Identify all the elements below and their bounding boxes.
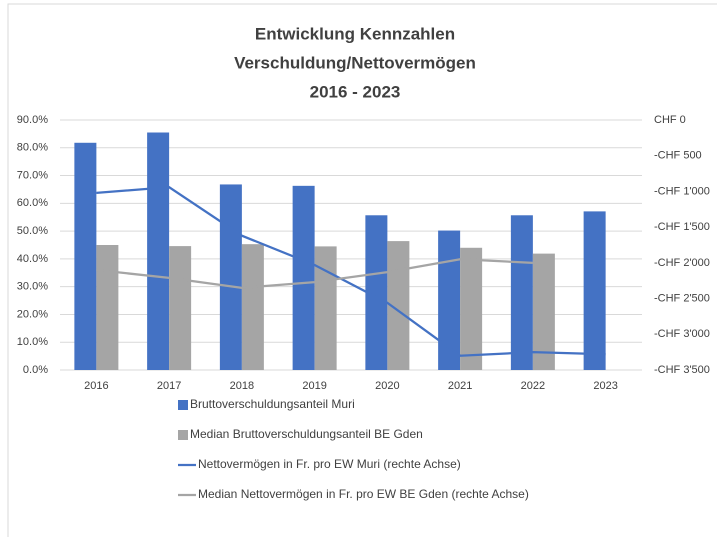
bar	[532, 253, 555, 370]
x-tick-label: 2016	[84, 380, 108, 392]
bar	[365, 215, 388, 370]
y-tick-label: 0.0%	[23, 364, 48, 376]
y-tick-label: 50.0%	[17, 225, 48, 237]
bar	[583, 211, 606, 370]
chart-title: 2016 - 2023	[310, 82, 401, 101]
x-tick-label: 2019	[302, 380, 326, 392]
bar	[314, 246, 337, 370]
legend-label: Bruttoverschuldungsanteil Muri	[190, 397, 355, 411]
legend-label: Nettovermögen in Fr. pro EW Muri (rechte…	[198, 457, 461, 471]
bar	[96, 245, 119, 370]
legend-label: Median Bruttoverschuldungsanteil BE Gden	[190, 427, 423, 441]
y2-tick-label: -CHF 3'000	[654, 328, 710, 340]
x-tick-label: 2018	[230, 380, 254, 392]
bar	[292, 185, 315, 370]
bar	[147, 132, 170, 370]
y-tick-label: 80.0%	[17, 142, 48, 154]
bar	[460, 247, 483, 370]
y-tick-label: 40.0%	[17, 253, 48, 265]
y2-tick-label: -CHF 2'500	[654, 292, 710, 304]
legend-swatch	[178, 430, 188, 440]
x-tick-label: 2022	[521, 380, 545, 392]
legend-label: Median Nettovermögen in Fr. pro EW BE Gd…	[198, 487, 529, 501]
y-tick-label: 30.0%	[17, 281, 48, 293]
bar	[74, 142, 97, 370]
bar	[241, 244, 264, 370]
y2-tick-label: -CHF 500	[654, 150, 702, 162]
line	[96, 185, 606, 357]
bar	[387, 241, 410, 370]
chart-title: Entwicklung Kennzahlen	[255, 24, 455, 43]
bar	[510, 215, 533, 370]
x-tick-label: 2021	[448, 380, 472, 392]
bar	[438, 230, 461, 370]
y-tick-label: 20.0%	[17, 308, 48, 320]
bar	[169, 246, 192, 370]
y-tick-label: 90.0%	[17, 114, 48, 126]
y2-tick-label: -CHF 2'000	[654, 257, 710, 269]
y-tick-label: 60.0%	[17, 197, 48, 209]
line	[96, 258, 533, 289]
y2-tick-label: -CHF 3'500	[654, 364, 710, 376]
y-tick-label: 10.0%	[17, 336, 48, 348]
y2-tick-label: -CHF 1'500	[654, 221, 710, 233]
y-tick-label: 70.0%	[17, 169, 48, 181]
bar	[219, 184, 242, 370]
x-tick-label: 2023	[593, 380, 617, 392]
x-tick-label: 2017	[157, 380, 181, 392]
legend-swatch	[178, 400, 188, 410]
chart-title: Verschuldung/Nettovermögen	[234, 53, 476, 72]
y2-tick-label: CHF 0	[654, 114, 686, 126]
x-tick-label: 2020	[375, 380, 399, 392]
y2-tick-label: -CHF 1'000	[654, 185, 710, 197]
